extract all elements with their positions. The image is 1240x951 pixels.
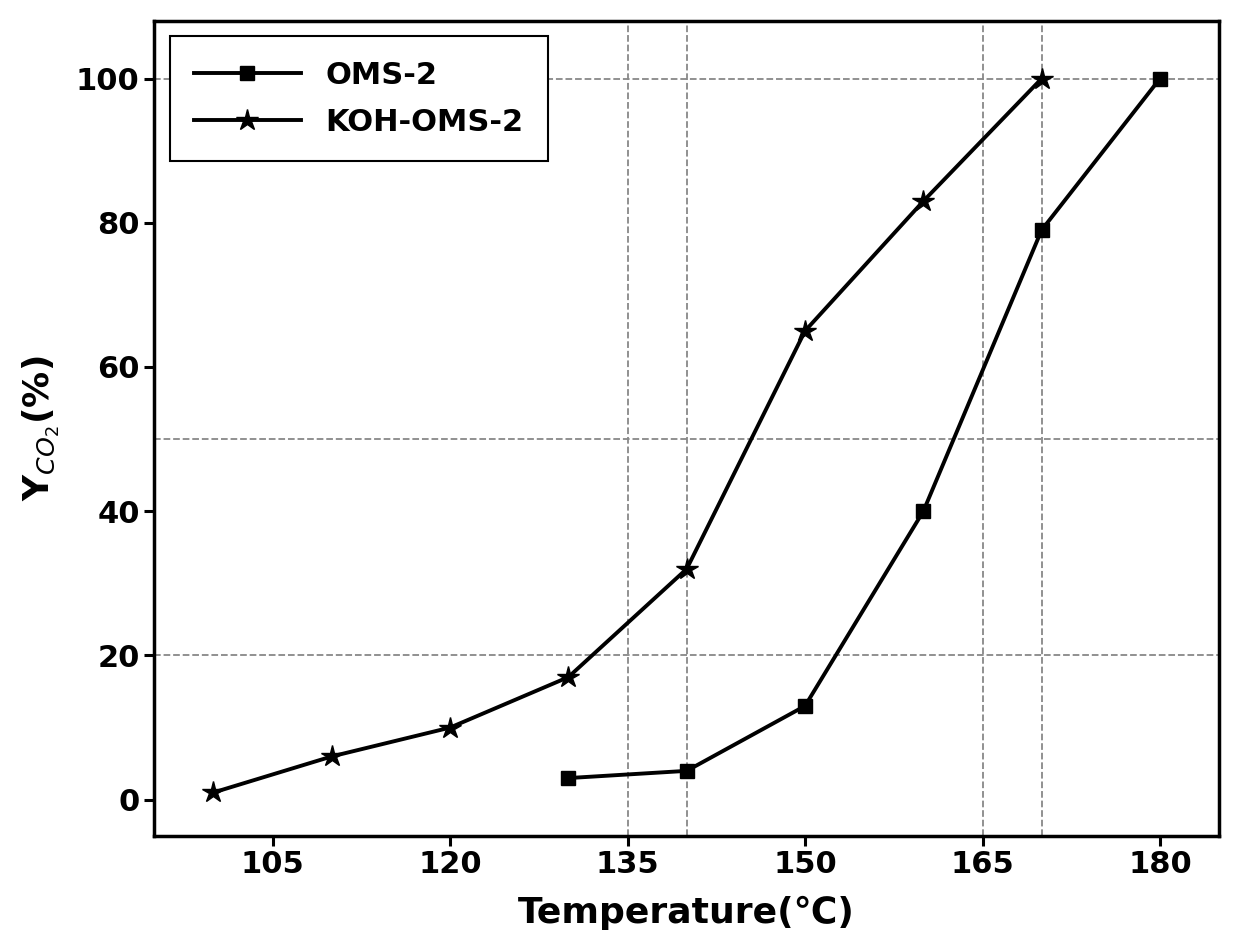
Line: OMS-2: OMS-2 bbox=[562, 71, 1167, 785]
KOH-OMS-2 bbox=[916, 195, 931, 206]
Legend: OMS-2, KOH-OMS-2: OMS-2, KOH-OMS-2 bbox=[170, 36, 548, 162]
OMS-2 bbox=[560, 772, 575, 784]
OMS-2 bbox=[680, 766, 694, 777]
OMS-2 bbox=[1152, 73, 1167, 85]
KOH-OMS-2 bbox=[325, 750, 340, 762]
OMS-2 bbox=[916, 506, 931, 517]
KOH-OMS-2 bbox=[443, 722, 458, 733]
X-axis label: Temperature(℃): Temperature(℃) bbox=[518, 896, 856, 930]
KOH-OMS-2 bbox=[560, 671, 575, 683]
Y-axis label: Y$_{CO_2}$(%): Y$_{CO_2}$(%) bbox=[21, 356, 62, 501]
KOH-OMS-2 bbox=[680, 563, 694, 574]
KOH-OMS-2 bbox=[797, 325, 812, 337]
KOH-OMS-2 bbox=[1034, 73, 1049, 85]
OMS-2 bbox=[797, 700, 812, 711]
KOH-OMS-2 bbox=[206, 786, 221, 798]
Line: KOH-OMS-2: KOH-OMS-2 bbox=[202, 68, 1053, 804]
OMS-2 bbox=[1034, 224, 1049, 236]
